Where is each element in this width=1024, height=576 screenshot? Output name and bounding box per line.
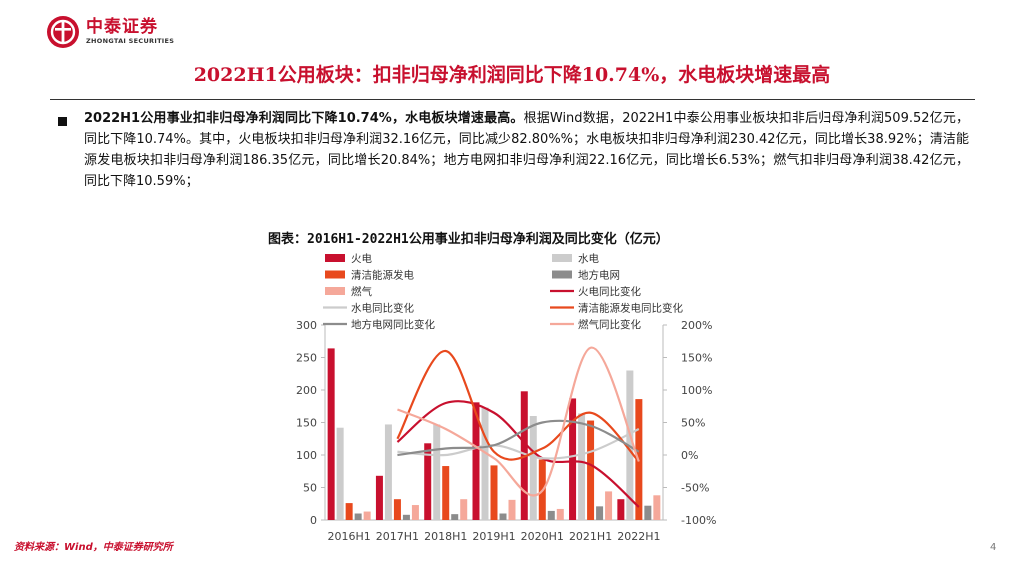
bar: [578, 413, 586, 520]
bar: [490, 465, 498, 520]
bar: [569, 398, 577, 520]
bar: [363, 511, 371, 520]
legend-swatch: [552, 254, 572, 262]
series-line: [397, 419, 640, 457]
x-tick-label: 2020H1: [521, 530, 564, 543]
y2-tick-label: 200%: [681, 319, 712, 332]
y-tick-label: 250: [296, 352, 317, 365]
brand-name-en: ZHONGTAI SECURITIES: [86, 37, 175, 45]
bar: [384, 424, 392, 520]
bar: [424, 443, 432, 520]
source-note: 资料来源：Wind，中泰证券研究所: [14, 542, 173, 553]
bar: [411, 505, 419, 520]
y-tick-label: 0: [310, 514, 317, 527]
y-tick-label: 50: [303, 482, 317, 495]
y2-tick-label: 50%: [681, 417, 705, 430]
bar: [393, 499, 401, 520]
bar: [529, 416, 537, 520]
bullet-body: 根据Wind数据，2022H1中泰公用事业板块扣非后归母净利润509.52亿元，…: [84, 111, 969, 189]
legend-swatch: [325, 270, 345, 279]
legend-label: 清洁能源发电同比变化: [578, 302, 683, 315]
bar: [499, 513, 507, 520]
y2-tick-label: 150%: [681, 352, 712, 365]
legend-swatch: [325, 254, 345, 262]
bar: [587, 420, 595, 520]
legend-swatch: [552, 270, 572, 279]
series-line: [397, 346, 640, 497]
legend-swatch: [325, 287, 345, 295]
legend-label: 燃气同比变化: [578, 318, 641, 331]
bar: [605, 491, 613, 520]
slide-title: 2022H1公用板块：扣非归母净利润同比下降10.74%，水电板块增速最高: [193, 64, 831, 86]
y-tick-label: 300: [296, 319, 317, 332]
legend-label: 水电: [578, 252, 599, 265]
bar: [336, 427, 344, 520]
legend-label: 地方电网: [578, 269, 620, 282]
x-tick-label: 2019H1: [472, 530, 515, 543]
bar: [433, 424, 441, 520]
bar: [547, 510, 555, 520]
series-line: [396, 349, 640, 463]
y2-tick-label: 100%: [681, 384, 712, 397]
bar: [508, 499, 516, 520]
title-divider: [50, 99, 975, 100]
legend-label: 火电: [351, 252, 372, 265]
bar: [644, 505, 652, 520]
brand-logo: 中泰证券 ZHONGTAI SECURITIES: [46, 14, 174, 50]
x-tick-label: 2022H1: [617, 530, 660, 543]
bar: [345, 503, 353, 520]
page-number: 4: [990, 542, 997, 553]
x-tick-label: 2021H1: [569, 530, 612, 543]
series-line: [396, 400, 640, 508]
x-tick-label: 2018H1: [424, 530, 467, 543]
bar: [354, 513, 362, 520]
series-line: [397, 428, 640, 460]
bar: [375, 475, 383, 520]
bullet-paragraph: 2022H1公用事业扣非归母净利润同比下降10.74%，水电板块增速最高。根据W…: [84, 108, 969, 192]
y-tick-label: 200: [296, 384, 317, 397]
chart-title: 图表：2016H1-2022H1公用事业扣非归母净利润及同比变化（亿元）: [268, 232, 669, 247]
square-bullet-icon: [58, 117, 67, 126]
legend-label: 火电同比变化: [578, 285, 641, 298]
bar: [451, 514, 459, 520]
bar: [402, 514, 410, 520]
x-tick-label: 2016H1: [328, 530, 371, 543]
legend-label: 清洁能源发电: [351, 269, 414, 282]
y2-tick-label: 0%: [681, 449, 698, 462]
y-tick-label: 100: [296, 449, 317, 462]
bar: [617, 499, 625, 520]
bar: [442, 466, 450, 520]
bar: [596, 506, 604, 520]
bar: [556, 508, 564, 520]
bar: [460, 499, 468, 520]
legend-label: 燃气: [351, 285, 372, 298]
y-tick-label: 150: [296, 417, 317, 430]
legend-label: 水电同比变化: [351, 302, 414, 315]
bullet-bold-lead: 2022H1公用事业扣非归母净利润同比下降10.74%，水电板块增速最高。: [84, 111, 524, 126]
brand-name-cn: 中泰证券: [86, 17, 158, 37]
y2-tick-label: -50%: [681, 482, 709, 495]
bar: [481, 407, 489, 520]
legend-label: 地方电网同比变化: [351, 318, 435, 331]
bar: [472, 402, 480, 520]
bar: [653, 495, 661, 520]
bar: [327, 348, 335, 520]
y2-tick-label: -100%: [681, 514, 716, 527]
x-tick-label: 2017H1: [376, 530, 419, 543]
brand-logo-icon: [47, 16, 79, 48]
